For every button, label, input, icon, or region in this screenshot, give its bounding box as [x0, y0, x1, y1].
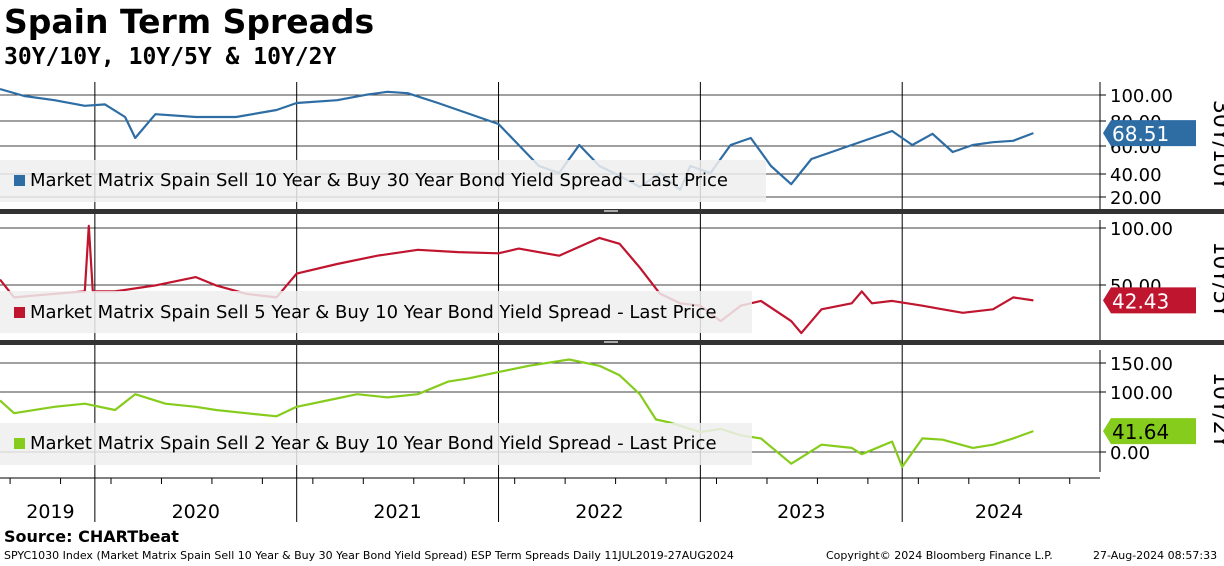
x-year-label-2024: 2024: [975, 501, 1023, 523]
x-year-label-2023: 2023: [777, 501, 825, 523]
legend-swatch: [14, 438, 25, 449]
panel-label: 10Y/2Y: [1208, 372, 1224, 449]
legend-swatch: [14, 175, 25, 186]
panel-divider-handle-1: [604, 210, 618, 212]
x-year-label-2019: 2019: [26, 501, 74, 523]
source-label: Source: CHARTbeat: [4, 527, 179, 546]
legend-box: [0, 423, 752, 465]
last-value-badge: [1103, 120, 1196, 147]
footer-info: SPYC1030 Index (Market Matrix Spain Sell…: [4, 549, 734, 562]
panel-3: 150.00 100.00 0.00 Market Matrix Spain Sell…: [0, 350, 1224, 472]
series-line: [0, 358, 1034, 468]
y-tick-label: 40.00: [1110, 165, 1162, 186]
legend-box: [0, 160, 766, 202]
last-value-label: 41.64: [1112, 420, 1169, 444]
y-tick-label: 0.00: [1110, 443, 1150, 464]
panel-label: 30Y/10Y: [1208, 100, 1224, 191]
footer-timestamp: 27-Aug-2024 08:57:33: [1093, 549, 1218, 562]
y-tick-label: 20.00: [1110, 188, 1162, 209]
y-tick-label: 100.00: [1110, 219, 1173, 240]
chart-title: Spain Term Spreads: [4, 2, 375, 41]
legend-text: Market Matrix Spain Sell 2 Year & Buy 10…: [30, 433, 717, 454]
legend-text: Market Matrix Spain Sell 10 Year & Buy 3…: [30, 170, 728, 191]
legend-swatch: [14, 307, 25, 318]
footer-copyright: Copyright© 2024 Bloomberg Finance L.P.: [826, 549, 1053, 562]
legend-text: Market Matrix Spain Sell 5 Year & Buy 10…: [30, 302, 717, 323]
legend-box: [0, 291, 752, 333]
last-value-badge: [1103, 287, 1196, 314]
x-year-label-2021: 2021: [373, 501, 421, 523]
series-line: [0, 224, 1034, 335]
x-year-label-2020: 2020: [172, 501, 220, 523]
last-value-badge: [1103, 418, 1196, 445]
chart-subtitle: 30Y/10Y, 10Y/5Y & 10Y/2Y: [4, 44, 337, 70]
panel-divider-handle-2: [604, 341, 618, 343]
y-tick-label: 150.00: [1110, 354, 1173, 375]
last-value-label: 42.43: [1112, 289, 1169, 313]
x-year-label-2022: 2022: [575, 501, 623, 523]
y-tick-label: 100.00: [1110, 86, 1173, 107]
panel-label: 10Y/5Y: [1208, 241, 1224, 318]
y-tick-label: 100.00: [1110, 383, 1173, 404]
last-value-label: 68.51: [1112, 122, 1169, 146]
series-line: [0, 87, 1034, 191]
